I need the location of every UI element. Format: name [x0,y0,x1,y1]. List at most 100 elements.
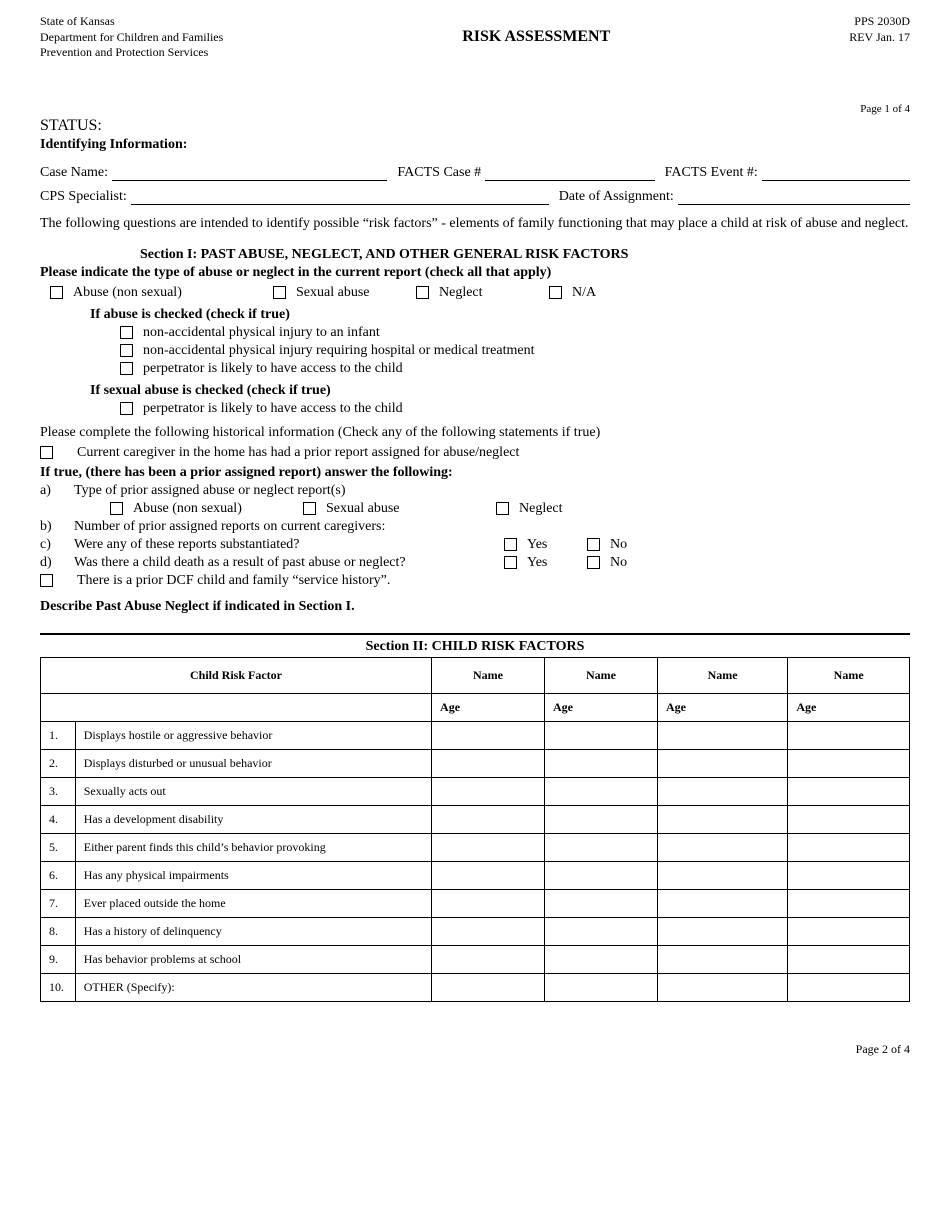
cell-c2[interactable] [545,749,658,777]
checkbox-service-hist[interactable] [40,574,53,587]
d-no: No [610,555,627,571]
checkbox-abuse-sub-2[interactable] [120,362,133,375]
row-factor: Displays hostile or aggressive behavior [75,721,431,749]
checkbox-hist-prior[interactable] [40,446,53,459]
row-b: b) Number of prior assigned reports on c… [40,519,910,535]
cell-c1[interactable] [432,721,545,749]
facts-case-input[interactable] [485,165,654,181]
hist-if-true: If true, (there has been a prior assigne… [40,465,910,481]
cell-c2[interactable] [545,805,658,833]
checkbox-c-no[interactable] [587,538,600,551]
facts-event-input[interactable] [762,165,910,181]
facts-case-label: FACTS Case # [397,165,485,181]
row-c: c) Were any of these reports substantiat… [40,537,910,553]
sexual-sub-0-row: perpetrator is likely to have access to … [120,401,910,417]
date-assign-input[interactable] [678,189,910,205]
checkbox-c-yes[interactable] [504,538,517,551]
cell-c3[interactable] [657,973,787,1001]
section2-title: Section II: CHILD RISK FACTORS [40,635,910,657]
checkbox-abuse[interactable] [50,286,63,299]
checkbox-sexual[interactable] [273,286,286,299]
cell-c1[interactable] [432,861,545,889]
cell-c4[interactable] [788,861,910,889]
cell-c1[interactable] [432,945,545,973]
service-hist: There is a prior DCF child and family “s… [77,573,390,589]
field-row-2: CPS Specialist: Date of Assignment: [40,189,910,205]
row-factor: Sexually acts out [75,777,431,805]
checkbox-abuse-sub-0[interactable] [120,326,133,339]
checkbox-na[interactable] [549,286,562,299]
checkbox-d-yes[interactable] [504,556,517,569]
sexual-sub-title: If sexual abuse is checked (check if tru… [90,383,910,399]
checkbox-neglect[interactable] [416,286,429,299]
cell-c3[interactable] [657,721,787,749]
cell-c3[interactable] [657,861,787,889]
cell-c4[interactable] [788,917,910,945]
type-sexual: Sexual abuse [296,285,416,301]
checkbox-a-sexual[interactable] [303,502,316,515]
table-row: 6.Has any physical impairments [41,861,910,889]
section1-instr: Please indicate the type of abuse or neg… [40,265,910,281]
cell-c1[interactable] [432,917,545,945]
th-name-3: Name [657,657,787,693]
cell-c3[interactable] [657,945,787,973]
cell-c4[interactable] [788,777,910,805]
row-num: 8. [41,917,76,945]
c-text: Were any of these reports substantiated? [74,537,504,553]
cell-c1[interactable] [432,833,545,861]
cell-c3[interactable] [657,917,787,945]
row-factor: Has any physical impairments [75,861,431,889]
cell-c2[interactable] [545,917,658,945]
cell-c1[interactable] [432,805,545,833]
case-name-input[interactable] [112,165,387,181]
row-num: 6. [41,861,76,889]
cell-c4[interactable] [788,973,910,1001]
cell-c2[interactable] [545,973,658,1001]
cell-c2[interactable] [545,833,658,861]
table-row: 7.Ever placed outside the home [41,889,910,917]
cell-c2[interactable] [545,945,658,973]
cps-input[interactable] [131,189,549,205]
type-abuse: Abuse (non sexual) [73,285,273,301]
checkbox-d-no[interactable] [587,556,600,569]
cell-c4[interactable] [788,945,910,973]
identifying-info-label: Identifying Information: [40,137,910,153]
cell-c3[interactable] [657,889,787,917]
row-factor: Ever placed outside the home [75,889,431,917]
checkbox-a-abuse[interactable] [110,502,123,515]
cell-c2[interactable] [545,777,658,805]
facts-event-label: FACTS Event #: [665,165,762,181]
abuse-sub-2-row: perpetrator is likely to have access to … [120,361,910,377]
checkbox-abuse-sub-1[interactable] [120,344,133,357]
cell-c1[interactable] [432,777,545,805]
cell-c3[interactable] [657,805,787,833]
cell-c2[interactable] [545,721,658,749]
table-row: 1.Displays hostile or aggressive behavio… [41,721,910,749]
a-type-0: Abuse (non sexual) [133,501,303,517]
cell-c4[interactable] [788,805,910,833]
row-num: 7. [41,889,76,917]
cell-c2[interactable] [545,861,658,889]
cell-c4[interactable] [788,889,910,917]
cell-c2[interactable] [545,889,658,917]
a-types-row: Abuse (non sexual) Sexual abuse Neglect [110,501,910,517]
checkbox-a-neglect[interactable] [496,502,509,515]
cell-c3[interactable] [657,749,787,777]
cell-c1[interactable] [432,973,545,1001]
checkbox-sexual-sub-0[interactable] [120,402,133,415]
d-label: d) [40,555,74,571]
header-left: State of Kansas Department for Children … [40,14,223,61]
cell-c3[interactable] [657,777,787,805]
cell-c1[interactable] [432,889,545,917]
cell-c1[interactable] [432,749,545,777]
th-factor-blank [41,693,432,721]
type-na: N/A [572,285,596,301]
cell-c4[interactable] [788,833,910,861]
abuse-sub-1: non-accidental physical injury requiring… [143,343,534,359]
section1-title: Section I: PAST ABUSE, NEGLECT, AND OTHE… [140,247,910,263]
service-hist-row: There is a prior DCF child and family “s… [40,573,910,589]
cell-c4[interactable] [788,749,910,777]
cell-c4[interactable] [788,721,910,749]
cell-c3[interactable] [657,833,787,861]
case-name-label: Case Name: [40,165,112,181]
